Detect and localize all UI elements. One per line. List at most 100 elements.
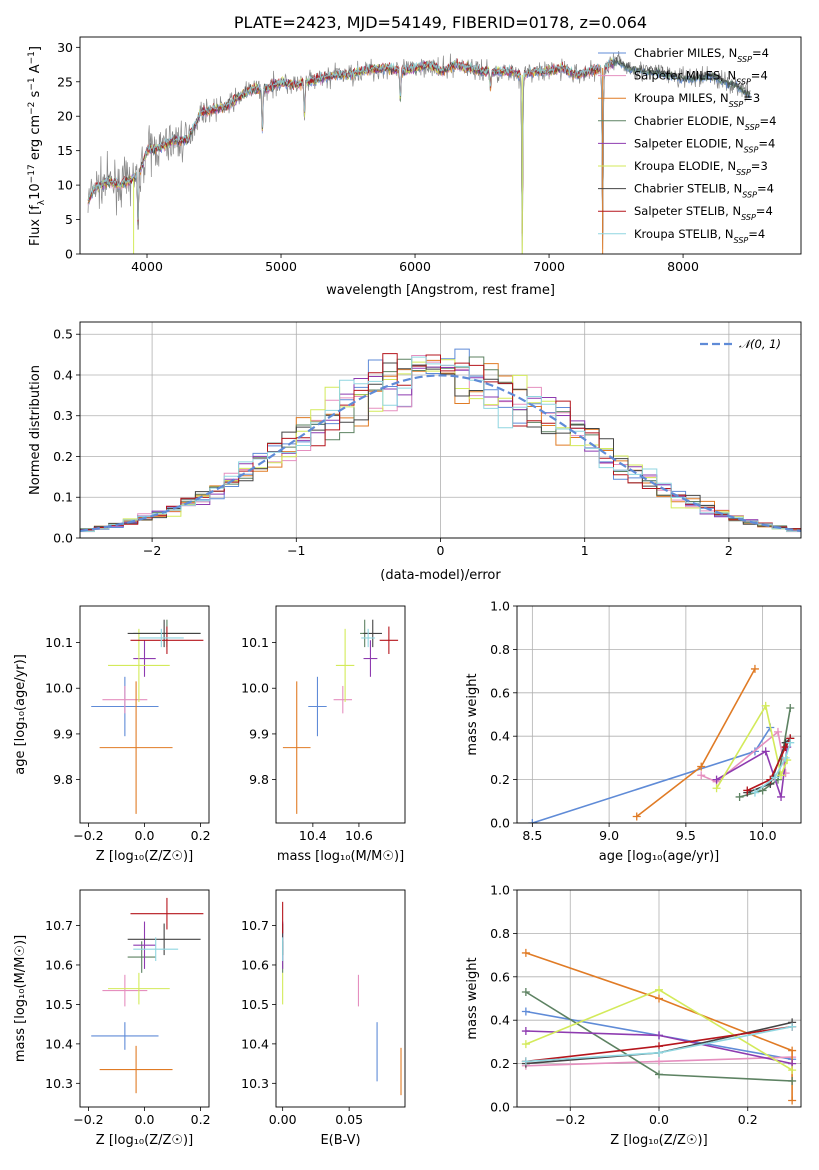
panel-spectrum: 4000 5000 6000 7000 8000 0 5 10 15 20 25 30 PLATE=24… (27, 13, 802, 298)
errorbar-point (133, 921, 156, 969)
x-tick-label: 6000 (399, 259, 431, 274)
series-marker (655, 1031, 663, 1040)
series-marker (521, 1057, 530, 1066)
axes-frame (516, 889, 802, 1108)
errorbar-point (102, 974, 148, 1007)
y-axis-label: mass weight (465, 673, 480, 755)
series-marker (521, 987, 530, 996)
series-marker (521, 948, 530, 957)
y-tick-label: 1.0 (490, 599, 510, 614)
y-tick-label: 15 (57, 143, 73, 158)
y-tick-label: 1.0 (490, 883, 510, 898)
legend-entry: Kroupa ELODIE, NSSP=3 (634, 159, 768, 177)
errorbar-point (138, 628, 184, 648)
y-tick-label: 0.1 (53, 490, 73, 505)
y-tick-label: 0.4 (53, 367, 73, 382)
legend-entry: 𝒩(0, 1) (739, 337, 781, 351)
x-axis-label: mass [log₁₀(M/M☉)] (277, 849, 404, 864)
errorbar-point (130, 897, 204, 930)
errorbar-point (133, 937, 179, 962)
panel-age_vs_Z: −0.2 0.0 0.2 9.8 9.9 10.0 10.1 Z [log₁₀(Z/Z☉)] a… (13, 605, 211, 864)
legend-entry: Kroupa STELIB, NSSP=4 (634, 227, 765, 245)
errorbar-point (108, 972, 170, 1005)
series-marker (655, 985, 663, 994)
legend-entry: Salpeter MILES, NSSP=4 (634, 69, 768, 87)
series-marker (735, 792, 744, 801)
axes-frame (79, 321, 802, 539)
errorbar-point (99, 1045, 173, 1094)
series-marker (773, 727, 782, 736)
series-marker (528, 819, 537, 823)
series-marker (655, 1070, 663, 1079)
histogram-8 (80, 356, 801, 538)
y-tick-label: 10.5 (241, 997, 269, 1012)
panel-residuals: −2 −1 0 1 2 0.0 0.1 0.2 0.3 0.4 0.5 𝒩(0, 1) (data-mo… (28, 321, 802, 583)
x-tick-label: −2 (143, 543, 161, 558)
series-line-2 (525, 952, 793, 1101)
y-tick-label: 0.0 (53, 531, 73, 546)
x-tick-label: −0.2 (555, 1112, 585, 1127)
legend-entry: Chabrier STELIB, NSSP=4 (634, 182, 774, 200)
series-marker (521, 1027, 530, 1036)
x-axis-label: Z [log₁₀(Z/Z☉)] (96, 1133, 193, 1148)
x-tick-label: 0.0 (135, 1112, 155, 1127)
axes-frame (79, 36, 802, 255)
x-tick-label: 10.4 (299, 828, 327, 843)
series-marker (521, 1040, 530, 1049)
errorbar-point (379, 626, 399, 654)
chart-title: PLATE=2423, MJD=54149, FIBERID=0178, z=0… (234, 13, 647, 32)
x-tick-label: 9.0 (599, 828, 619, 843)
series-marker (712, 784, 721, 793)
y-tick-label: 0.3 (53, 408, 73, 423)
y-tick-label: 10.3 (241, 1076, 269, 1091)
y-tick-label: 20 (57, 109, 73, 124)
series-marker (750, 788, 759, 797)
y-tick-label: 10.6 (241, 957, 269, 972)
errorbar-point (91, 1022, 159, 1050)
errorbar-point (361, 628, 376, 648)
errorbar-point (282, 681, 311, 814)
x-tick-label: 0.2 (191, 828, 211, 843)
x-tick-label: 0.2 (191, 1112, 211, 1127)
errorbar-point (127, 619, 201, 648)
series-line-0 (532, 727, 771, 823)
y-tick-label: 0.4 (490, 729, 510, 744)
gaussian-curve (80, 374, 801, 532)
series-marker (655, 1048, 663, 1057)
y-tick-label: 25 (57, 74, 73, 89)
series-marker (781, 769, 790, 778)
errorbar-point (363, 619, 382, 648)
y-tick-label: 0.0 (490, 816, 510, 831)
plot-area (91, 619, 204, 814)
plot-area (80, 348, 801, 538)
y-tick-label: 10.0 (45, 681, 73, 696)
y-tick-label: 0.8 (490, 926, 510, 941)
series-marker (788, 1066, 797, 1075)
spectrum-model-8 (87, 57, 614, 238)
errorbar-point (127, 923, 201, 956)
y-tick-label: 0.0 (490, 1100, 510, 1115)
errorbar-point (102, 685, 148, 714)
y-tick-label: 10.4 (241, 1036, 269, 1051)
series-marker (758, 786, 767, 795)
series-marker (743, 786, 752, 795)
y-axis-label: Normed distribution (28, 365, 43, 495)
series-marker (770, 773, 779, 782)
errorbar-point (127, 941, 156, 973)
plot-area (521, 948, 797, 1105)
plot-area (87, 50, 751, 254)
y-tick-label: 0.8 (490, 642, 510, 657)
y-tick-label: 10.0 (241, 681, 269, 696)
x-tick-label: −0.2 (73, 828, 103, 843)
series-marker (761, 747, 770, 756)
x-tick-label: 10.6 (345, 828, 373, 843)
plot-area (91, 897, 204, 1094)
y-axis-label: Flux [fλ10−17 erg cm−2 s−1 A−1] (27, 46, 47, 246)
x-axis-label: (data-model)/error (380, 568, 501, 583)
y-tick-label: 0.2 (490, 1056, 510, 1071)
errorbar-point (130, 626, 204, 654)
x-axis-label: Z [log₁₀(Z/Z☉)] (96, 849, 193, 864)
y-tick-label: 10.3 (45, 1076, 73, 1091)
legend-entry: Salpeter STELIB, NSSP=4 (634, 204, 773, 222)
y-tick-label: 0.2 (53, 449, 73, 464)
